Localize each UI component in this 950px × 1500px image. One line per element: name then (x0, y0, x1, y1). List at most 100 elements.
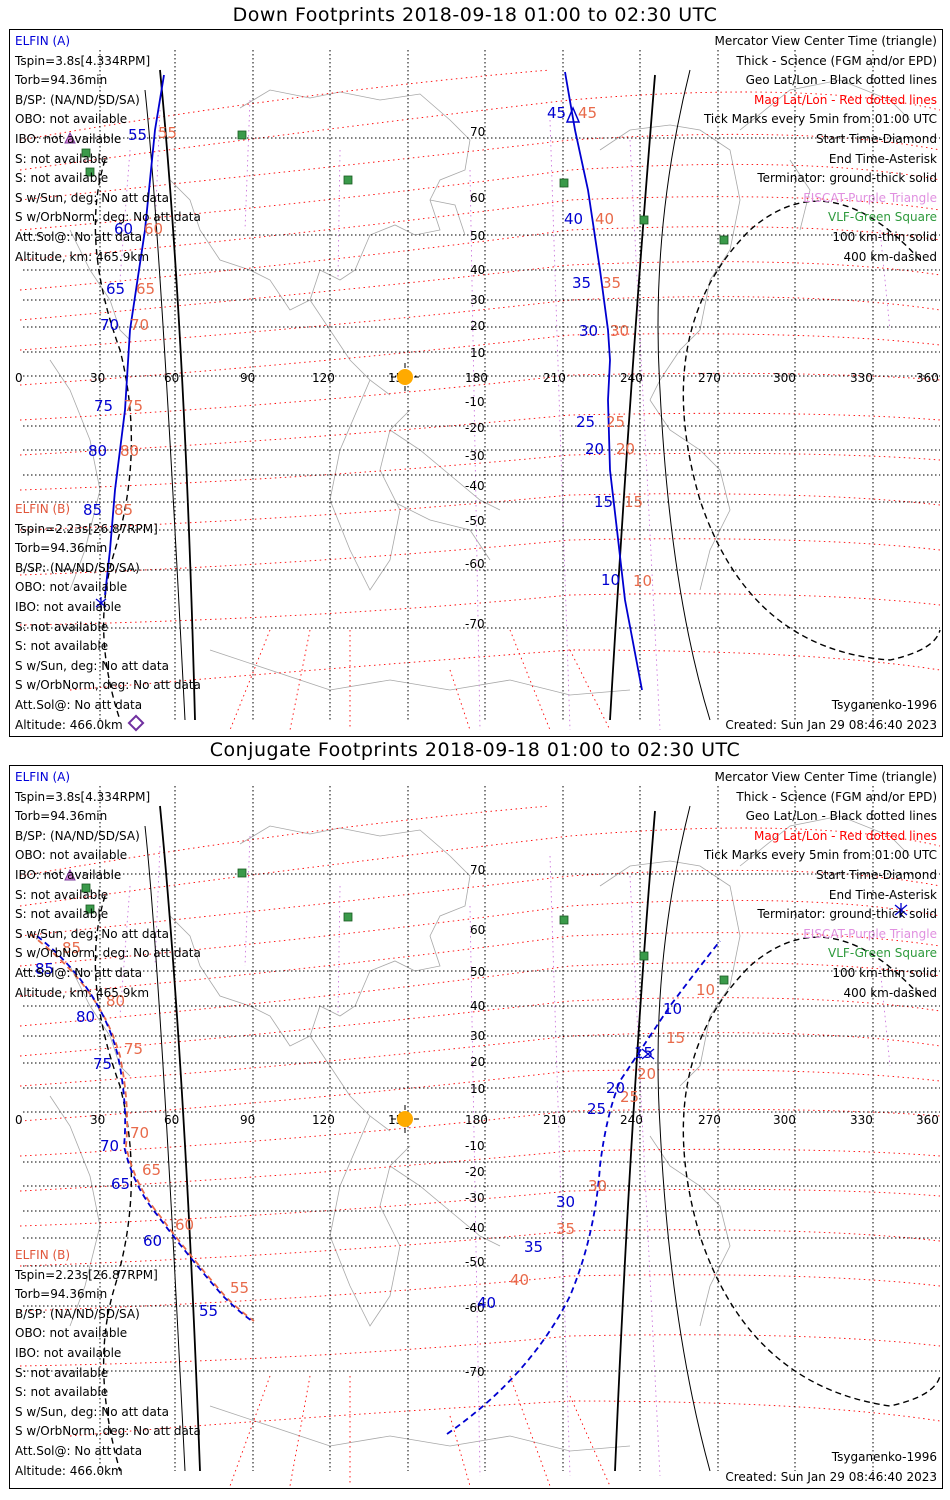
tick-85: 85 (83, 501, 102, 519)
center-time-asterisk (641, 1048, 655, 1060)
tick-20: 20 (637, 1065, 656, 1083)
tick-60: 60 (144, 220, 163, 238)
lon-label: 90 (240, 1113, 255, 1127)
obo: OBO: not available (15, 848, 128, 863)
vlf-square (85, 904, 95, 914)
lon-label: 30 (90, 1113, 105, 1127)
sun-icon (391, 363, 419, 391)
tick-55: 55 (230, 1279, 249, 1297)
terminator-curves (94, 69, 941, 721)
tick-20: 20 (585, 440, 604, 458)
tspin: Tspin=3.8s[4.334RPM] (15, 53, 151, 68)
lon-label: 330 (850, 1113, 873, 1127)
s-status: S: not available (15, 1385, 109, 1400)
tick-25: 25 (576, 413, 595, 431)
tick-85: 85 (62, 939, 81, 957)
lon-label: 240 (620, 1113, 643, 1127)
legend-item: Mercator View Center Time (triangle) (714, 770, 937, 784)
tick-70: 70 (100, 316, 119, 334)
lat-label: 50 (470, 965, 485, 979)
down-footprints-panel: 70 60 50 40 30 20 10 -10 -20 -30 -40 -50… (9, 29, 943, 737)
tick-25: 25 (620, 1088, 639, 1106)
tick-40: 40 (477, 1294, 496, 1312)
legend-item: End Time-Asterisk (828, 151, 937, 166)
tick-45: 45 (547, 104, 566, 122)
eiscat-triangle (64, 131, 76, 144)
tick-40: 40 (510, 1271, 529, 1289)
s-sun: S w/Sun, deg: No att data (15, 926, 169, 941)
legend-item: Thick - Science (FGM and/or EPD) (736, 789, 937, 804)
elfin-a-track-1 (104, 74, 165, 596)
ibo: IBO: not available (15, 599, 122, 614)
eiscat-marker (64, 131, 76, 144)
s-status: S: not available (15, 887, 109, 902)
lon-label: 360 (916, 1113, 939, 1127)
obo: OBO: not available (15, 580, 128, 595)
tick-35: 35 (572, 274, 591, 292)
lon-label: 360 (916, 371, 939, 385)
tick-20: 20 (606, 1079, 625, 1097)
s-status: S: not available (15, 907, 109, 922)
bsp: B/SP: (NA/ND/SD/SA) (15, 92, 140, 107)
elfin-a-info: ELFIN (A) Tspin=3.8s[4.334RPM] Torb=94.3… (15, 768, 201, 1003)
lon-label: 210 (543, 1113, 566, 1127)
lon-label: 0 (15, 371, 23, 385)
tick-labels-a: 55 55 60 60 65 65 70 70 75 75 80 80 85 8… (83, 104, 652, 590)
lat-label: 40 (470, 999, 485, 1013)
eiscat-marker (64, 868, 76, 881)
altitude: Altitude, km: 465.9km (15, 249, 150, 264)
vlf-square (639, 951, 649, 961)
legend-item: Tick Marks every 5min from 01:00 UTC (703, 112, 937, 127)
vlf-square (343, 175, 353, 185)
tick-85: 85 (114, 501, 133, 519)
legend-item: Thick - Science (FGM and/or EPD) (736, 53, 937, 68)
vlf-square (343, 912, 353, 922)
lon-label: 30 (90, 371, 105, 385)
lat-label: -20 (465, 1165, 485, 1179)
elfin-a-label: ELFIN (A) (15, 770, 71, 784)
s-orbnorm: S w/OrbNorm, deg: No att data (15, 946, 201, 961)
tick-35: 35 (602, 274, 621, 292)
s-orbnorm: S w/OrbNorm, deg: No att data (15, 210, 201, 225)
tick-labels-conj: 85 85 80 80 75 75 70 70 65 65 60 60 55 5… (35, 939, 715, 1320)
start-time-diamond-icon (127, 714, 145, 732)
lat-label: -50 (465, 1255, 485, 1269)
altitude: Altitude: 466.0km (15, 1463, 123, 1478)
center-time-triangle (565, 106, 581, 123)
legend-item: EISCAT-Purple Triangle (803, 190, 937, 205)
s-status: S: not available (15, 619, 109, 634)
legend-item: EISCAT-Purple Triangle (803, 926, 937, 941)
lat-labels: 70 60 50 40 30 20 10 -10 -20 -30 -40 -50… (465, 863, 485, 1379)
att-sol: Att.Sol@: No att data (15, 229, 143, 244)
tick-80: 80 (106, 992, 125, 1010)
tick-20: 20 (616, 440, 635, 458)
torb: Torb=94.36min (15, 809, 108, 824)
conjugate-footprints-panel: 70 60 50 40 30 20 10 -10 -20 -30 -40 -50… (9, 765, 943, 1489)
tick-45: 45 (578, 104, 597, 122)
lat-label: 10 (470, 346, 485, 360)
mag-grid (19, 805, 941, 1487)
elfin-a-info: ELFIN (A) Tspin=3.8s[4.334RPM] Torb=94.3… (15, 32, 201, 267)
lon-label: 300 (773, 1113, 796, 1127)
elfin-a-track-2 (446, 940, 721, 1435)
tick-85: 85 (35, 960, 54, 978)
lat-label: 30 (470, 1029, 485, 1043)
elfin-a-track-2 (564, 71, 643, 691)
lat-label: -20 (465, 421, 485, 435)
s-status: S: not available (15, 639, 109, 654)
tick-15: 15 (634, 1044, 653, 1062)
att-sol: Att.Sol@: No att data (15, 697, 143, 712)
legend-item: 400 km-dashed (843, 249, 937, 264)
lat-label: 60 (470, 923, 485, 937)
legend-item: Start Time-Diamond (815, 131, 937, 146)
elfin-b-info: ELFIN (B) Tspin=2.23s[26.87RPM] Torb=94.… (15, 1246, 201, 1481)
legend-item: Terminator: ground-thick solid (757, 907, 937, 922)
lat-labels: 70 60 50 40 30 20 10 -10 -20 -30 -40 -50… (465, 125, 485, 631)
created-date: Created: Sun Jan 29 08:46:40 2023 (725, 1469, 937, 1484)
lat-label: -10 (465, 1139, 485, 1153)
legend-item: VLF-Green Square (828, 210, 937, 225)
legend-item: 100 km-thin solid (832, 965, 937, 980)
lat-label: 10 (470, 1082, 485, 1096)
start-time-asterisk (894, 903, 908, 917)
tick-55: 55 (128, 126, 147, 144)
